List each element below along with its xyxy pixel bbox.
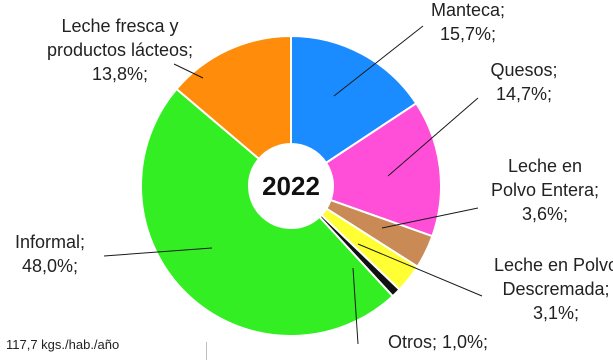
slice-label-informal: Informal; 48,0%;	[15, 232, 85, 276]
center-year-label: 2022	[262, 171, 320, 201]
pie-slice-leche-fresca-y-productos-lacteos	[175, 34, 292, 161]
divider-line	[206, 342, 207, 360]
footnote: 117,7 kgs./hab./año	[6, 337, 120, 352]
leader-line-otros	[352, 267, 359, 345]
leader-line-informal	[103, 247, 213, 257]
slice-label-leche-en-polvo-descremada: Leche en Polvo Descremada; 3,1%;	[494, 255, 613, 323]
leader-line-quesos	[387, 97, 479, 177]
pie-slice-informal	[140, 87, 395, 337]
leader-line-leche-en-polvo-descremada	[357, 243, 483, 297]
leader-line-leche-fresca-y-productos-lacteos	[173, 63, 204, 79]
pie-slice-quesos	[324, 101, 442, 238]
pie-slice-manteca	[290, 34, 418, 165]
leader-line-manteca	[333, 25, 424, 97]
slice-label-leche-fresca-y-productos-lacteos: Leche fresca y productos lácteos; 13,8%;	[47, 16, 193, 84]
leader-line-leche-en-polvo-entera	[381, 207, 479, 229]
slice-label-leche-en-polvo-entera: Leche en Polvo Entera; 3,6%;	[491, 156, 599, 224]
slice-label-manteca: Manteca; 15,7%;	[431, 0, 505, 44]
slice-label-otros: Otros; 1,0%;	[388, 332, 488, 352]
slice-label-quesos: Quesos; 14,7%;	[490, 60, 557, 104]
